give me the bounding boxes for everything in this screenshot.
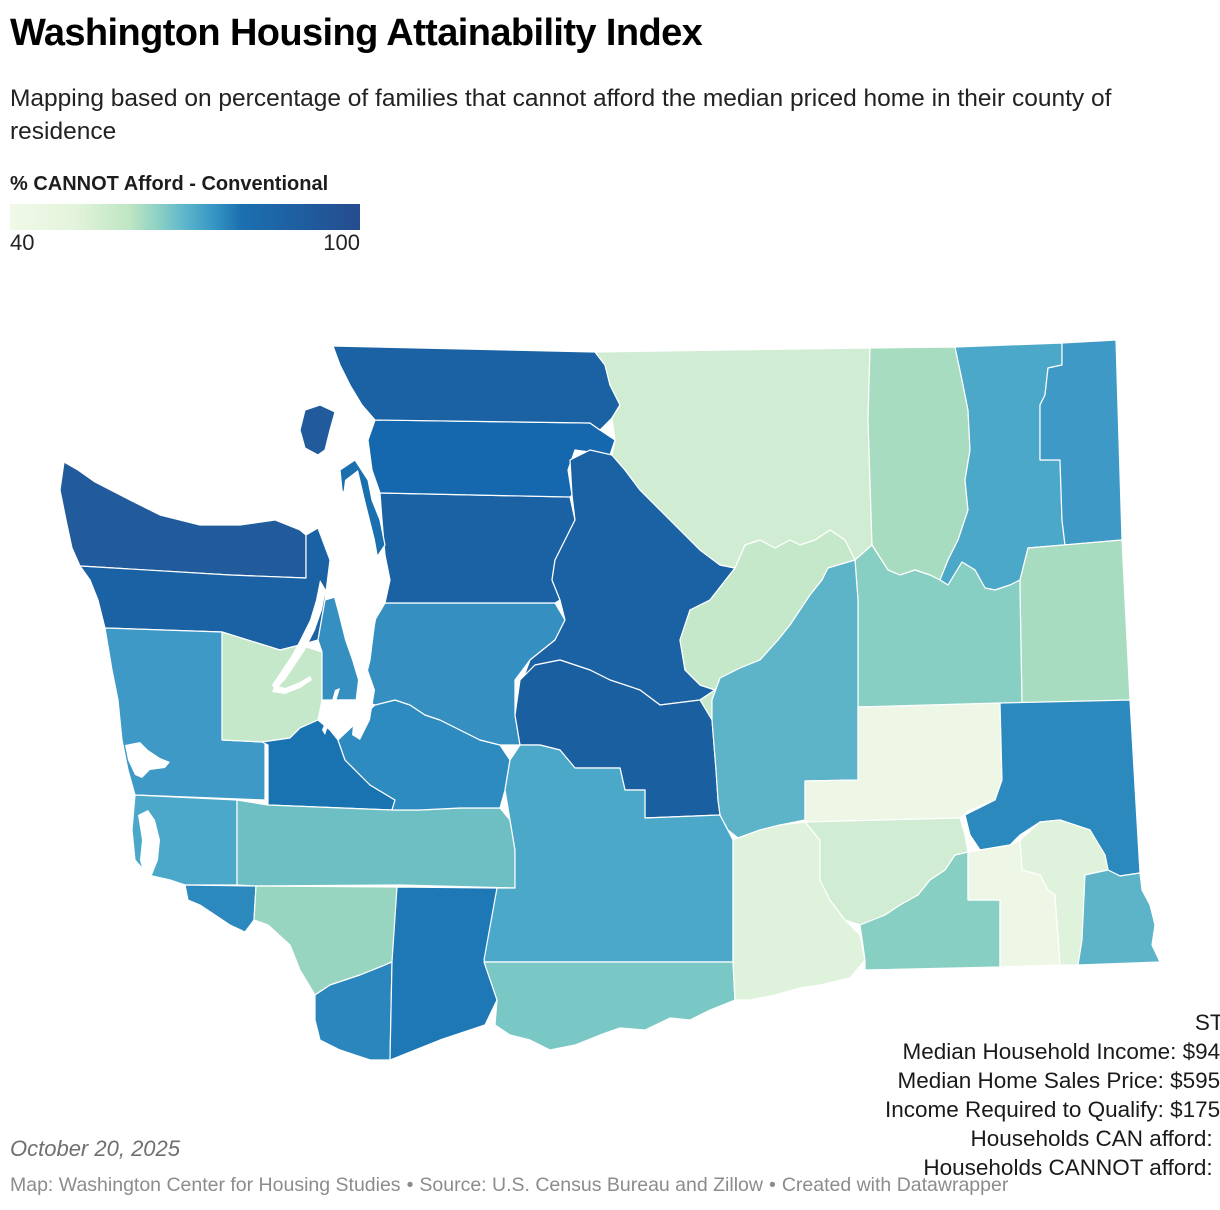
county-klickitat[interactable] <box>483 961 736 1051</box>
stats-row-can-afford: Households CAN afford: 25% <box>970 1126 1220 1151</box>
stats-row-home-price: Median Home Sales Price: $595,275 <box>897 1068 1220 1093</box>
county-pend-oreille[interactable] <box>1039 339 1123 546</box>
county-asotin[interactable] <box>1077 869 1161 966</box>
footer-separator: • <box>406 1174 414 1196</box>
datawrapper-credit[interactable]: Created with Datawrapper <box>781 1174 1009 1196</box>
county-lewis[interactable] <box>236 799 516 889</box>
stats-row-cannot-afford: Households CANNOT afford: 75% <box>923 1155 1220 1180</box>
willapa-bay-water <box>138 810 160 880</box>
county-whatcom[interactable] <box>332 345 621 431</box>
stats-heading: STATE <box>1194 1010 1220 1035</box>
washington-county-map <box>0 330 1220 1090</box>
hood-canal-water <box>272 580 326 690</box>
state-stats-box: STATE Median Household Income: $94,605 M… <box>800 1008 1220 1182</box>
puget-sound-water <box>330 470 382 740</box>
county-clallam[interactable] <box>59 461 307 579</box>
stats-row-income: Median Household Income: $94,605 <box>902 1039 1220 1064</box>
legend-max-label: 100 <box>323 230 360 255</box>
county-skamania[interactable] <box>389 886 498 1061</box>
grays-harbor-bay-water <box>125 742 170 778</box>
chart-title: Washington Housing Attainability Index <box>10 12 703 54</box>
hood-canal-hook-water <box>272 676 312 694</box>
county-walla-walla[interactable] <box>859 851 1001 971</box>
source-credit: Source: U.S. Census Bureau and Zillow <box>419 1174 763 1196</box>
footer-credits: Map: Washington Center for Housing Studi… <box>10 1174 1008 1197</box>
county-snohomish[interactable] <box>379 492 576 604</box>
map-credit: Map: Washington Center for Housing Studi… <box>10 1174 401 1196</box>
county-wahkiakum[interactable] <box>184 884 257 933</box>
legend-gradient-bar <box>10 204 360 230</box>
county-ferry[interactable] <box>867 346 971 581</box>
legend-title: % CANNOT Afford - Conventional <box>10 173 329 195</box>
chart-subtitle: Mapping based on percentage of families … <box>10 85 1112 145</box>
legend-min-label: 40 <box>10 230 35 255</box>
south-sound-inlet-water <box>322 688 340 735</box>
county-san-juan[interactable] <box>299 404 336 456</box>
legend-ticks: 40 100 <box>10 230 360 256</box>
stats-row-required-income: Income Required to Qualify: $175,830 <box>884 1097 1220 1122</box>
county-spokane[interactable] <box>1019 539 1131 705</box>
color-legend: % CANNOT Afford - Conventional 40 100 <box>10 170 360 256</box>
publish-date: October 20, 2025 <box>10 1136 181 1161</box>
footer-separator: • <box>768 1174 776 1196</box>
